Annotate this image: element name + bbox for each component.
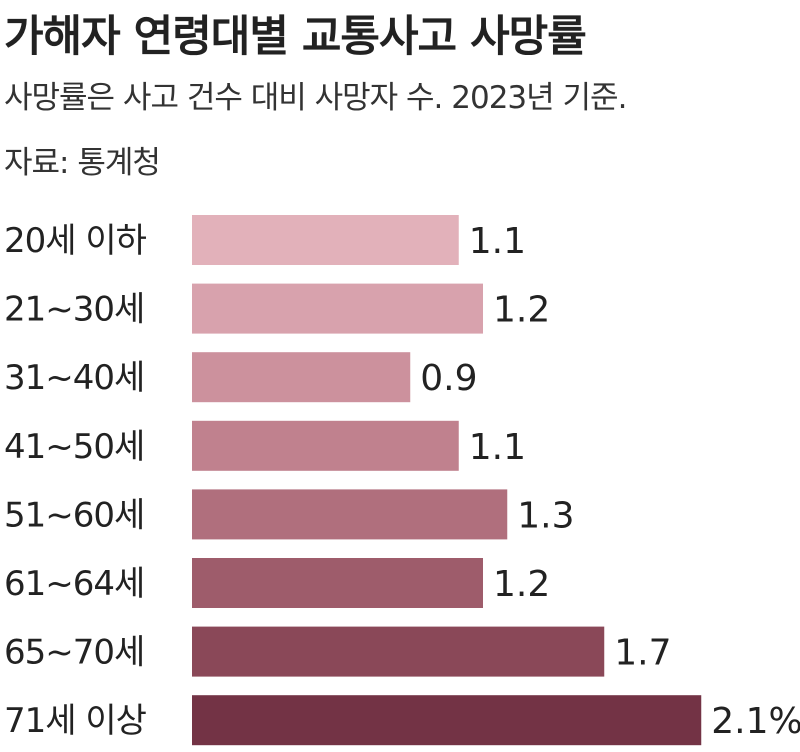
bar-6 [192,558,483,608]
category-label-8: 71세 이상 [4,701,147,741]
category-label-5: 51~60세 [4,495,144,535]
bar-5 [192,489,508,540]
bar-7 [192,626,605,677]
bar-8 [192,695,702,746]
category-label-1: 20세 이하 [4,221,147,261]
chart-subtitle: 사망률은 사고 건수 대비 사망자 수. 2023년 기준. [4,80,627,116]
category-label-3: 31~40세 [4,358,144,398]
value-label-1: 1.1 [469,221,526,262]
value-label-7: 1.7 [614,633,671,674]
category-label-6: 61~64세 [4,564,144,604]
category-label-2: 21~30세 [4,290,144,330]
bar-4 [192,420,459,471]
value-label-2: 1.2 [493,290,550,331]
value-label-8: 2.1% [711,701,800,742]
bar-2 [192,283,483,334]
category-label-7: 65~70세 [4,633,144,673]
chart-title: 가해자 연령대별 교통사고 사망률 [4,12,587,62]
value-label-3: 0.9 [420,358,477,399]
category-label-4: 41~50세 [4,427,144,467]
bar-3 [192,352,411,403]
bars-group: 20세 이하 1.1 21~30세 1.2 31~40세 0.9 41~50세 1.1 51~6… [4,215,800,746]
value-label-6: 1.2 [493,564,550,605]
value-label-5: 1.3 [517,495,574,536]
bar-1 [192,215,459,265]
chart-source: 자료: 통계청 [4,145,161,181]
value-label-4: 1.1 [469,427,526,468]
